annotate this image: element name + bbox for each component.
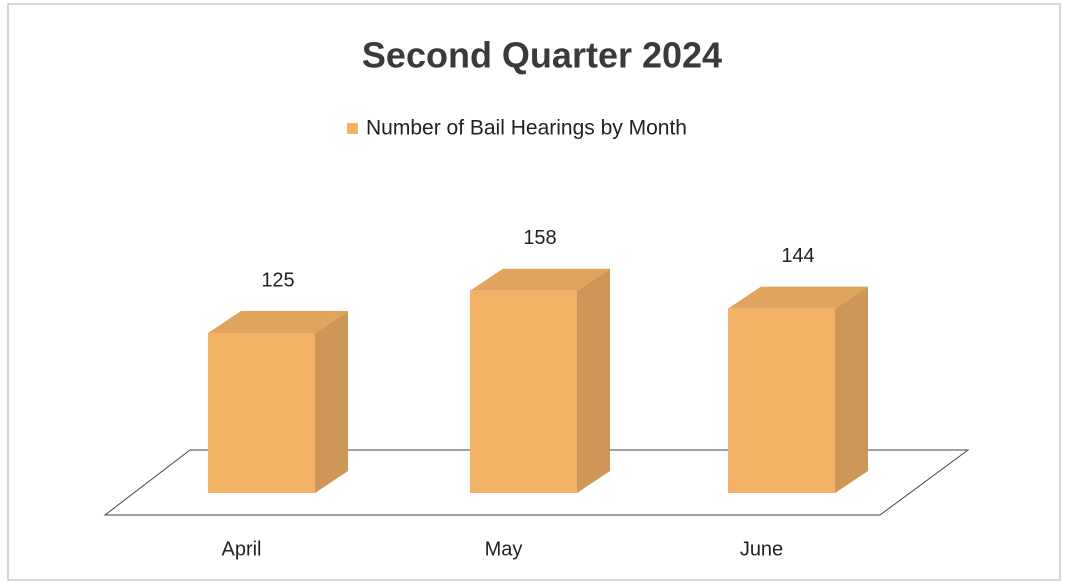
bar-side xyxy=(315,311,348,493)
x-tick-label: April xyxy=(221,538,261,560)
x-tick-label: June xyxy=(740,538,783,560)
bar-top xyxy=(728,286,868,309)
bar xyxy=(728,286,868,493)
bar xyxy=(470,268,610,493)
bar-side xyxy=(835,286,868,493)
data-label: 158 xyxy=(523,227,556,249)
data-label: 144 xyxy=(781,245,814,267)
bar-top xyxy=(470,268,610,291)
bar-top xyxy=(208,311,348,333)
bar xyxy=(208,311,348,493)
legend-swatch xyxy=(347,123,358,134)
bar-front xyxy=(208,333,315,493)
chart-title: Second Quarter 2024 xyxy=(362,35,722,76)
bar-front xyxy=(470,290,577,493)
data-label: 125 xyxy=(261,269,294,291)
bar-side xyxy=(577,268,610,493)
x-tick-label: May xyxy=(485,538,523,560)
legend-label: Number of Bail Hearings by Month xyxy=(366,117,687,140)
bar-front xyxy=(728,308,835,493)
